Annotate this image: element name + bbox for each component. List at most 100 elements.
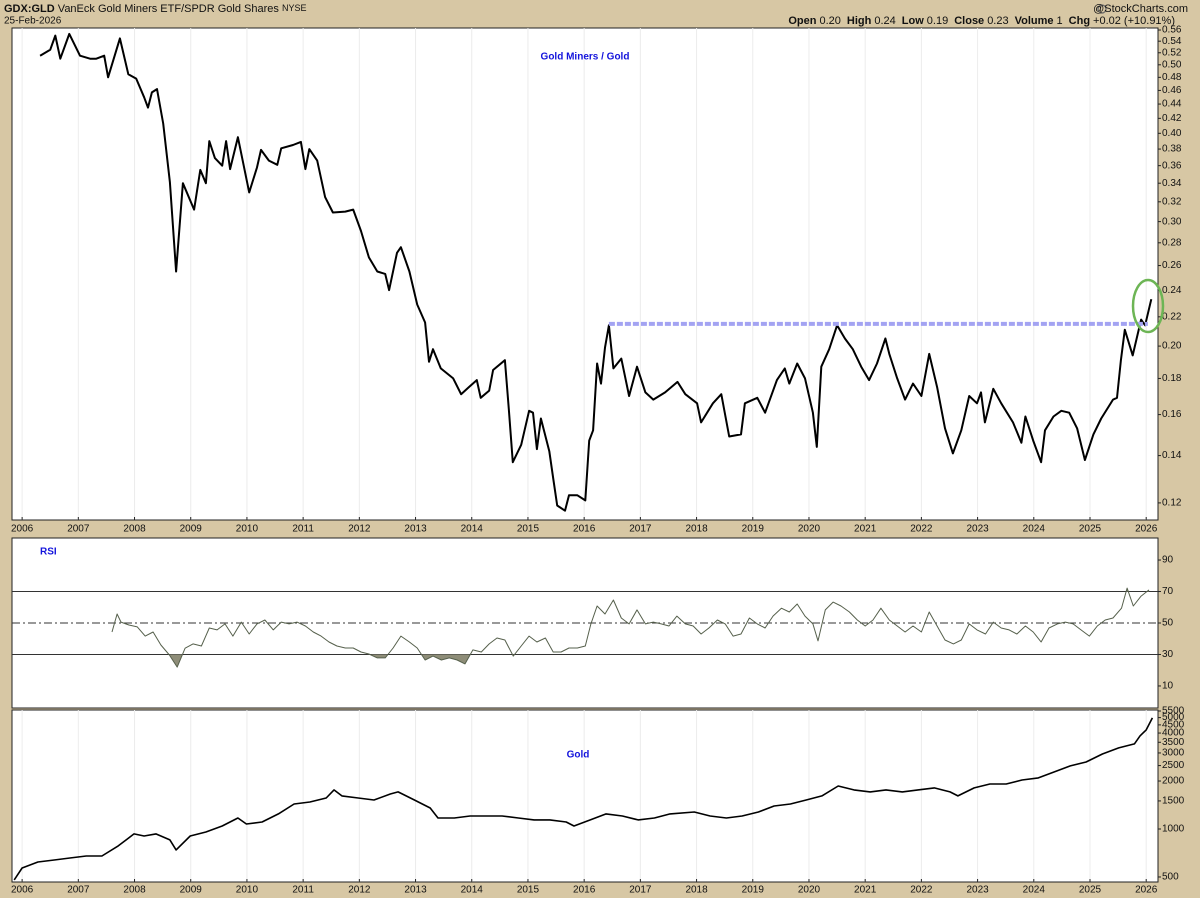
y-tick-label: 500 — [1162, 872, 1179, 883]
y-tick-label: 0.40 — [1162, 128, 1182, 139]
y-tick-label: 0.52 — [1162, 47, 1182, 58]
quote-label: Low — [902, 15, 924, 27]
x-tick-label: 2019 — [742, 885, 765, 896]
x-tick-label: 2010 — [236, 524, 259, 535]
y-tick-label: 70 — [1162, 586, 1174, 597]
y-tick-label: 0.22 — [1162, 311, 1182, 322]
x-tick-label: 2026 — [1135, 524, 1158, 535]
x-tick-label: 2021 — [854, 524, 877, 535]
x-tick-label: 2008 — [123, 885, 146, 896]
x-tick-label: 2013 — [404, 524, 427, 535]
highlight-circle — [1131, 278, 1165, 334]
x-tick-label: 2015 — [517, 524, 540, 535]
quote-label: Volume — [1015, 15, 1054, 27]
series-line — [13, 717, 1154, 881]
x-tick-label: 2008 — [123, 524, 146, 535]
symbol: GDX:GLD — [4, 3, 55, 15]
x-tick-label: 2024 — [1023, 524, 1046, 535]
y-tick-label: 3500 — [1162, 737, 1185, 748]
x-tick-label: 2026 — [1135, 885, 1158, 896]
x-tick-label: 2023 — [966, 524, 989, 535]
security-name: VanEck Gold Miners ETF/SPDR Gold Shares — [58, 3, 280, 15]
y-tick-label: 3000 — [1162, 748, 1185, 759]
x-tick-label: 2025 — [1079, 885, 1102, 896]
y-tick-label: 0.46 — [1162, 85, 1182, 96]
y-tick-label: 4000 — [1162, 728, 1185, 739]
x-tick-label: 2014 — [461, 524, 484, 535]
x-tick-label: 2020 — [798, 524, 821, 535]
x-tick-label: 2014 — [461, 885, 484, 896]
x-tick-label: 2017 — [629, 524, 652, 535]
y-tick-label: 0.16 — [1162, 409, 1182, 420]
y-tick-label: 50 — [1162, 618, 1174, 629]
date: 25-Feb-2026 — [4, 16, 62, 27]
quote-value: 0.20 — [820, 15, 841, 27]
y-tick-label: 90 — [1162, 555, 1174, 566]
y-tick-label: 0.30 — [1162, 216, 1182, 227]
y-tick-label: 0.14 — [1162, 450, 1182, 461]
y-tick-label: 2000 — [1162, 776, 1185, 787]
y-tick-label: 10 — [1162, 681, 1174, 692]
panel-title: Gold — [567, 750, 590, 761]
y-tick-label: 0.44 — [1162, 99, 1182, 110]
x-tick-label: 2018 — [685, 524, 708, 535]
quote-label: Close — [954, 15, 984, 27]
x-tick-label: 2009 — [180, 885, 203, 896]
y-tick-label: 0.24 — [1162, 285, 1182, 296]
y-tick-label: 5000 — [1162, 712, 1185, 723]
x-tick-label: 2022 — [910, 524, 933, 535]
x-tick-label: 2007 — [67, 885, 90, 896]
plot-area — [11, 709, 1159, 883]
x-tick-label: 2016 — [573, 885, 596, 896]
y-tick-label: 0.12 — [1162, 498, 1182, 509]
y-tick-label: 4500 — [1162, 720, 1185, 731]
y-tick-label: 2500 — [1162, 760, 1185, 771]
quote-value: 0.24 — [874, 15, 895, 27]
quote-value: 0.23 — [987, 15, 1008, 27]
y-tick-label: 0.42 — [1162, 113, 1182, 124]
y-tick-label: 0.34 — [1162, 178, 1182, 189]
x-tick-label: 2012 — [348, 885, 371, 896]
quote-line: Open 0.20 High 0.24 Low 0.19 Close 0.23 Volume 1 C… — [788, 15, 1175, 27]
x-tick-label: 2021 — [854, 885, 877, 896]
quote-label: Chg — [1069, 15, 1090, 27]
y-tick-label: 0.32 — [1162, 196, 1182, 207]
y-tick-label: 0.36 — [1162, 160, 1182, 171]
x-tick-label: 2011 — [292, 524, 314, 535]
exchange: NYSE — [282, 3, 307, 13]
x-tick-label: 2013 — [404, 885, 427, 896]
y-tick-label: 0.28 — [1162, 237, 1182, 248]
quote-value: +0.02 (+10.91%) — [1093, 15, 1175, 27]
quote-label: High — [847, 15, 872, 27]
y-tick-label: 0.54 — [1162, 36, 1182, 47]
y-tick-label: 0.20 — [1162, 341, 1182, 352]
y-tick-label: 0.48 — [1162, 72, 1182, 83]
plot-area — [11, 27, 1159, 521]
y-tick-label: 30 — [1162, 649, 1174, 660]
x-tick-label: 2011 — [292, 885, 314, 896]
source: @StockCharts.com — [1093, 3, 1188, 15]
series-line — [111, 587, 1150, 668]
x-tick-label: 2020 — [798, 885, 821, 896]
x-tick-label: 2024 — [1023, 885, 1046, 896]
x-tick-label: 2006 — [11, 885, 34, 896]
x-tick-label: 2022 — [910, 885, 933, 896]
x-tick-label: 2010 — [236, 885, 259, 896]
y-tick-label: 1500 — [1162, 796, 1185, 807]
y-tick-label: 0.26 — [1162, 260, 1182, 271]
source-logo: @StockCharts.com — [1093, 3, 1188, 15]
series-line — [39, 32, 1153, 512]
header-line: GDX:GLD VanEck Gold Miners ETF/SPDR Gold… — [4, 3, 306, 15]
quote-label: Open — [788, 15, 816, 27]
x-tick-label: 2015 — [517, 885, 540, 896]
x-tick-label: 2006 — [11, 524, 34, 535]
quote-value: 0.19 — [927, 15, 948, 27]
x-tick-label: 2009 — [180, 524, 203, 535]
y-tick-label: 1000 — [1162, 824, 1185, 835]
x-tick-label: 2019 — [742, 524, 765, 535]
logo-icon — [1097, 4, 1107, 14]
x-tick-label: 2012 — [348, 524, 371, 535]
x-tick-label: 2007 — [67, 524, 90, 535]
